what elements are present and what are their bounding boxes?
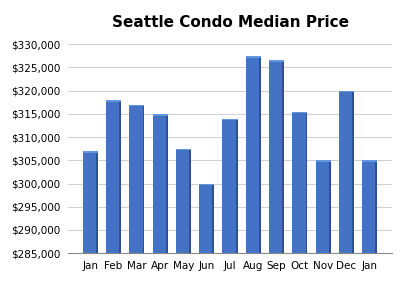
Bar	[176, 149, 191, 150]
Bar	[106, 100, 121, 253]
Bar	[259, 56, 261, 253]
Bar	[129, 104, 144, 253]
Bar	[152, 114, 168, 116]
Bar	[282, 61, 284, 253]
Bar	[292, 111, 308, 253]
Bar	[246, 56, 261, 253]
Bar	[176, 149, 191, 253]
Bar	[199, 184, 214, 185]
Bar	[306, 111, 308, 253]
Bar	[83, 151, 98, 253]
Bar	[83, 151, 98, 153]
Bar	[152, 114, 168, 253]
Bar	[352, 91, 354, 253]
Bar	[339, 91, 354, 92]
Bar	[316, 160, 331, 162]
Bar	[236, 118, 238, 253]
Bar	[269, 61, 284, 62]
Bar	[199, 184, 214, 253]
Bar	[166, 114, 168, 253]
Bar	[189, 149, 191, 253]
Bar	[119, 100, 121, 253]
Bar	[329, 160, 331, 253]
Bar	[222, 118, 238, 253]
Bar	[316, 160, 331, 253]
Bar	[362, 160, 377, 253]
Bar	[362, 160, 377, 162]
Bar	[339, 91, 354, 253]
Bar	[212, 184, 214, 253]
Bar	[129, 104, 144, 106]
Bar	[269, 61, 284, 253]
Bar	[292, 111, 308, 113]
Bar	[106, 100, 121, 102]
Bar	[143, 104, 144, 253]
Title: Seattle Condo Median Price: Seattle Condo Median Price	[112, 15, 348, 30]
Bar	[96, 151, 98, 253]
Bar	[376, 160, 377, 253]
Bar	[246, 56, 261, 58]
Bar	[222, 118, 238, 120]
